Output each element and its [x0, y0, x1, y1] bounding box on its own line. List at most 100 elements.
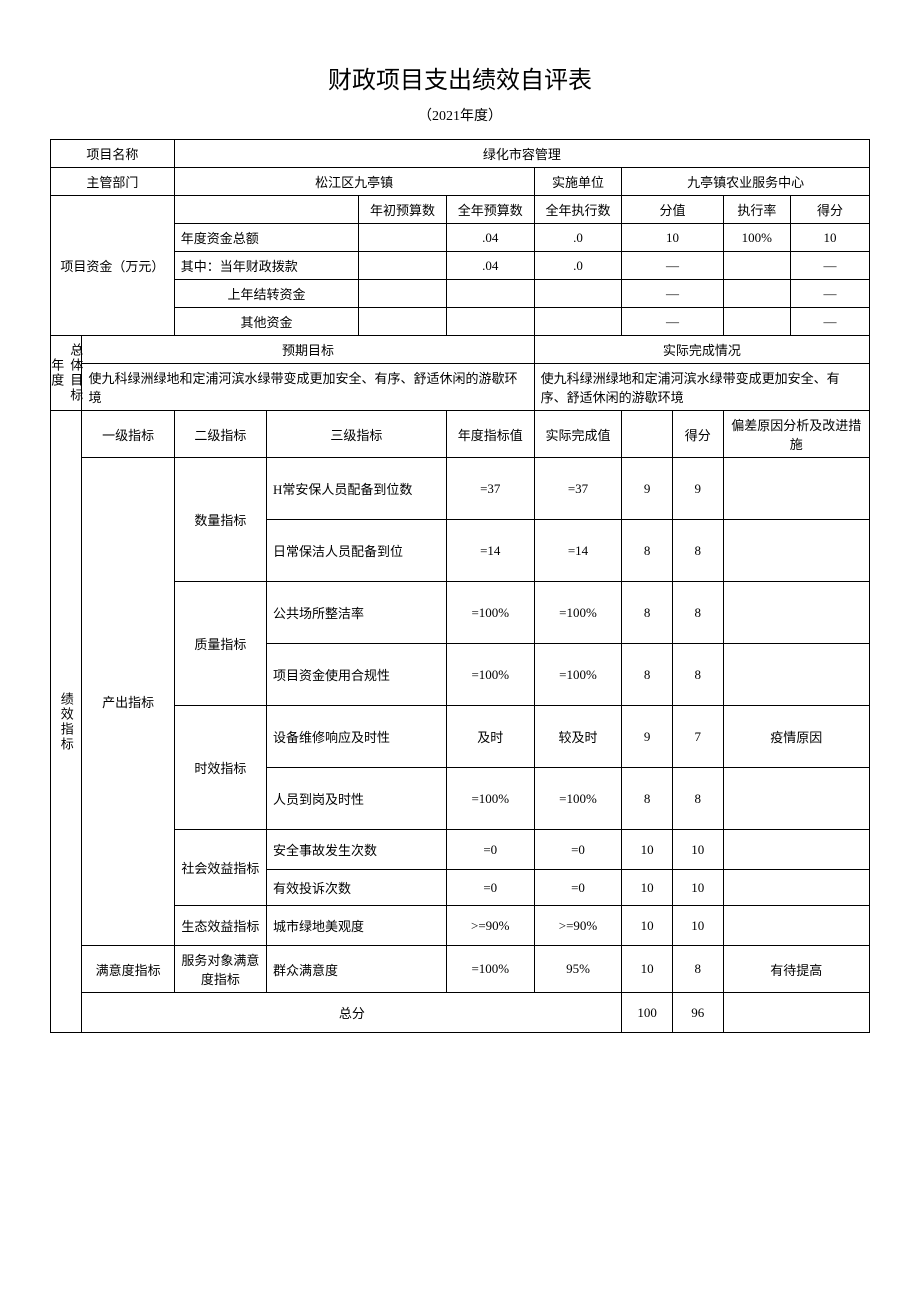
kpi-weight: 8: [622, 644, 673, 706]
kpi-l2-sat: 服务对象满意度指标: [174, 946, 266, 993]
kpi-h-target: 年度指标值: [446, 411, 534, 458]
kpi-l3: 群众满意度: [266, 946, 446, 993]
fund-row-exec: [534, 280, 622, 308]
kpi-h-note: 偏差原因分析及改进措施: [723, 411, 869, 458]
goal-actual: 使九科绿洲绿地和定浦河滨水绿带变成更加安全、有序、舒适休闲的游歇环境: [534, 364, 869, 411]
kpi-score: 8: [672, 644, 723, 706]
kpi-row: 社会效益指标 安全事故发生次数 =0 =0 10 10: [51, 830, 870, 870]
fund-row-full: [446, 280, 534, 308]
kpi-l2-eco: 生态效益指标: [174, 906, 266, 946]
kpi-note: [723, 520, 869, 582]
kpi-actual: 较及时: [534, 706, 622, 768]
fund-row-label: 年度资金总额: [174, 224, 358, 252]
kpi-total-note: [723, 993, 869, 1033]
kpi-score: 8: [672, 582, 723, 644]
fund-row-weight: 10: [622, 224, 723, 252]
kpi-row: 产出指标 数量指标 H常安保人员配备到位数 =37 =37 9 9: [51, 458, 870, 520]
fund-col-exec: 全年执行数: [534, 196, 622, 224]
kpi-section-label: 绩效指标: [51, 411, 82, 1033]
kpi-score: 10: [672, 906, 723, 946]
goal-section-label: 总体目标年度: [51, 336, 82, 411]
kpi-note: [723, 906, 869, 946]
doc-title: 财政项目支出绩效自评表: [50, 60, 870, 95]
kpi-total-weight: 100: [622, 993, 673, 1033]
doc-subtitle: （2021年度）: [50, 105, 870, 125]
fund-row-initial: [359, 280, 447, 308]
kpi-l3: 人员到岗及时性: [266, 768, 446, 830]
fund-row-exec: .0: [534, 224, 622, 252]
kpi-h-actual: 实际完成值: [534, 411, 622, 458]
kpi-weight: 8: [622, 520, 673, 582]
kpi-l3: 安全事故发生次数: [266, 830, 446, 870]
fund-row-full: [446, 308, 534, 336]
kpi-score: 8: [672, 768, 723, 830]
kpi-target: =0: [446, 830, 534, 870]
kpi-total-score: 96: [672, 993, 723, 1033]
fund-row-label: 其中：当年财政拨款: [174, 252, 358, 280]
kpi-l3: 公共场所整洁率: [266, 582, 446, 644]
kpi-row: 时效指标 设备维修响应及时性 及时 较及时 9 7 疫情原因: [51, 706, 870, 768]
kpi-l3: H常安保人员配备到位数: [266, 458, 446, 520]
fund-row-exec: [534, 308, 622, 336]
kpi-actual: =0: [534, 870, 622, 906]
fund-row: 其中：当年财政拨款 .04 .0 — —: [51, 252, 870, 280]
kpi-note: [723, 644, 869, 706]
kpi-score: 8: [672, 520, 723, 582]
kpi-row: 生态效益指标 城市绿地美观度 >=90% >=90% 10 10: [51, 906, 870, 946]
fund-blank: [174, 196, 358, 224]
fund-row-score: —: [791, 308, 870, 336]
fund-row: 年度资金总额 .04 .0 10 100% 10: [51, 224, 870, 252]
kpi-row: 满意度指标 服务对象满意度指标 群众满意度 =100% 95% 10 8 有待提…: [51, 946, 870, 993]
fund-row-score: 10: [791, 224, 870, 252]
kpi-actual: =14: [534, 520, 622, 582]
fund-col-weight: 分值: [622, 196, 723, 224]
kpi-score: 7: [672, 706, 723, 768]
kpi-row: 质量指标 公共场所整洁率 =100% =100% 8 8: [51, 582, 870, 644]
fund-row-score: —: [791, 280, 870, 308]
kpi-target: =14: [446, 520, 534, 582]
kpi-l2-qty: 数量指标: [174, 458, 266, 582]
kpi-score: 8: [672, 946, 723, 993]
fund-row: 其他资金 — —: [51, 308, 870, 336]
kpi-l3: 日常保洁人员配备到位: [266, 520, 446, 582]
fund-section-label: 项目资金（万元）: [51, 196, 175, 336]
kpi-actual: >=90%: [534, 906, 622, 946]
kpi-actual: =100%: [534, 768, 622, 830]
kpi-target: =100%: [446, 644, 534, 706]
fund-row-label: 其他资金: [174, 308, 358, 336]
kpi-target: =0: [446, 870, 534, 906]
kpi-note: [723, 768, 869, 830]
fund-row: 上年结转资金 — —: [51, 280, 870, 308]
unit-value: 九亭镇农业服务中心: [622, 168, 870, 196]
fund-row-weight: —: [622, 252, 723, 280]
kpi-weight: 9: [622, 706, 673, 768]
dept-value: 松江区九亭镇: [174, 168, 534, 196]
project-name: 绿化市容管理: [174, 140, 869, 168]
kpi-score: 9: [672, 458, 723, 520]
kpi-actual: 95%: [534, 946, 622, 993]
kpi-h-l3: 三级指标: [266, 411, 446, 458]
kpi-l3: 设备维修响应及时性: [266, 706, 446, 768]
kpi-l3: 城市绿地美观度: [266, 906, 446, 946]
kpi-target: =37: [446, 458, 534, 520]
kpi-weight: 9: [622, 458, 673, 520]
kpi-h-l2: 二级指标: [174, 411, 266, 458]
fund-row-exec: .0: [534, 252, 622, 280]
kpi-weight: 10: [622, 946, 673, 993]
kpi-l3: 项目资金使用合规性: [266, 644, 446, 706]
kpi-h-l1: 一级指标: [82, 411, 174, 458]
kpi-weight: 10: [622, 830, 673, 870]
fund-row-rate: [723, 252, 790, 280]
kpi-l2-time: 时效指标: [174, 706, 266, 830]
kpi-target: 及时: [446, 706, 534, 768]
fund-row-rate: 100%: [723, 224, 790, 252]
fund-row-full: .04: [446, 224, 534, 252]
kpi-l3: 有效投诉次数: [266, 870, 446, 906]
kpi-actual: =100%: [534, 582, 622, 644]
kpi-note: [723, 830, 869, 870]
kpi-weight: 10: [622, 870, 673, 906]
kpi-actual: =100%: [534, 644, 622, 706]
kpi-note: 有待提高: [723, 946, 869, 993]
kpi-weight: 8: [622, 582, 673, 644]
fund-col-full: 全年预算数: [446, 196, 534, 224]
